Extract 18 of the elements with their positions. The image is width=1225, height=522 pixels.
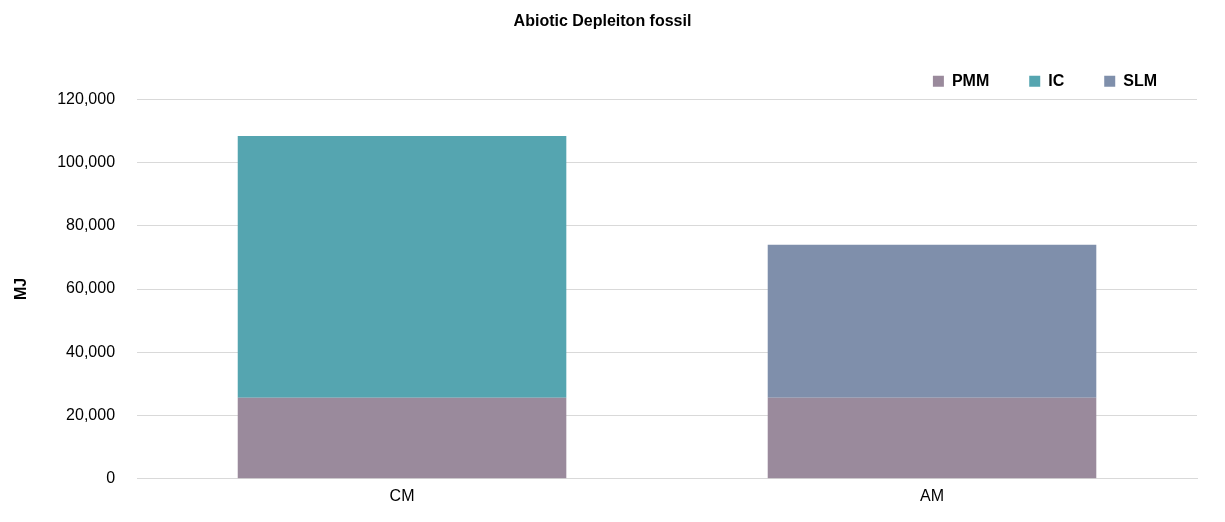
legend-label: PMM [951,71,990,89]
bar [767,244,1097,398]
legend-label: SLM [1123,71,1158,89]
y-tick-label: 0 [106,469,116,487]
y-tick-label: 120,000 [57,89,116,107]
y-tick-label: 40,000 [66,342,116,360]
y-tick-label: 100,000 [57,152,116,170]
bar [237,135,567,398]
y-tick-label: 20,000 [66,405,116,423]
chart-title: Abiotic Depleiton fossil [513,12,692,30]
y-tick-label: 80,000 [66,216,116,234]
legend-label: IC [1048,71,1065,89]
y-axis-title: MJ [12,277,30,301]
bar [237,397,567,479]
x-tick-label: CM [389,486,415,504]
bar [767,397,1097,479]
y-tick-label: 60,000 [66,279,116,297]
x-tick-label: AM [920,486,945,504]
